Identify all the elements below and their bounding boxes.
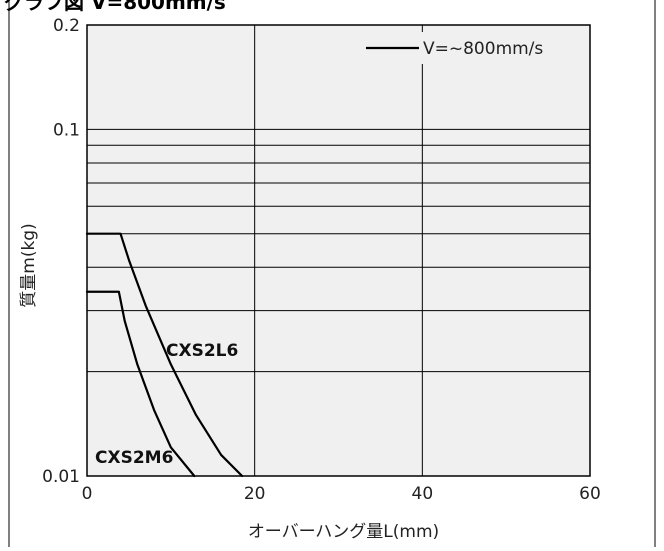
x-tick-label: 20 [244,484,266,504]
y-tick-label: 0.01 [42,467,80,487]
x-axis-title: オーバーハング量L(mm) [248,522,439,542]
y-tick-label: 0.1 [53,120,80,140]
plot-area [87,25,590,476]
x-tick-label: 60 [579,484,601,504]
series-line-cxs2m6 [85,290,196,478]
series-label-cxs2l6: CXS2L6 [166,341,238,361]
series-label-cxs2m6: CXS2M6 [95,448,173,468]
y-tick-label: 0.2 [53,16,80,36]
plot-border [86,24,591,477]
x-tick-label: 0 [82,484,93,504]
series-line-cxs2l6 [85,232,244,478]
chart-title: グラフ図 V=800mm/s [4,0,226,14]
legend-label: V=~800mm/s [423,39,543,59]
y-axis-title: 質量m(kg) [19,223,39,307]
x-tick-label: 40 [412,484,434,504]
